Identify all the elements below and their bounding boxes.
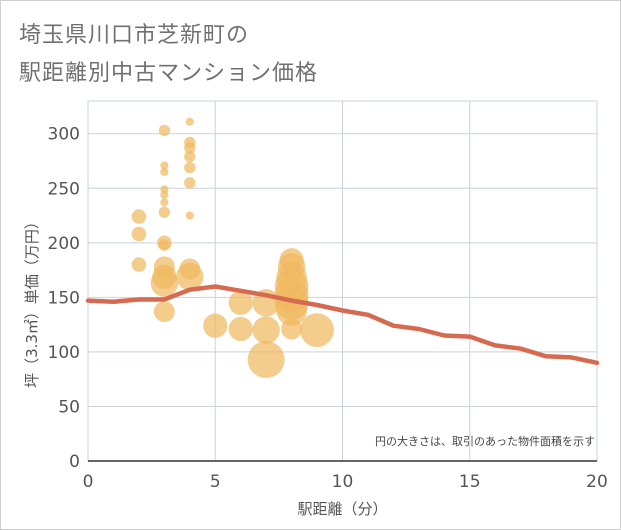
data-bubble <box>158 124 171 137</box>
data-bubble <box>160 167 169 177</box>
data-bubble <box>184 177 196 189</box>
data-bubble <box>203 313 228 338</box>
y-axis-label: 坪（3.3㎡）単価（万円） <box>23 214 41 388</box>
data-bubble <box>185 211 194 220</box>
data-bubble <box>131 257 147 272</box>
chart-title-line2: 駅距離別中古マンション価格 <box>19 61 319 86</box>
data-bubble <box>176 262 204 291</box>
data-bubble <box>131 209 147 224</box>
y-tick-label: 300 <box>48 125 80 145</box>
data-bubble <box>252 316 280 344</box>
data-bubble <box>281 318 303 340</box>
x-tick-label: 0 <box>83 472 94 492</box>
data-bubble <box>184 142 196 154</box>
x-axis-label: 駅距離（分） <box>297 500 387 518</box>
y-tick-label: 100 <box>48 343 80 363</box>
data-bubble <box>247 341 285 379</box>
data-bubble <box>153 301 175 323</box>
data-bubble <box>228 290 253 315</box>
bubble-size-note: 円の大きさは、取引のあった物件面積を示す <box>375 434 595 448</box>
data-bubble <box>185 117 194 126</box>
y-tick-label: 250 <box>48 179 80 199</box>
data-bubble <box>158 206 171 218</box>
x-tick-label: 20 <box>586 472 608 492</box>
chart-title-line1: 埼玉県川口市芝新町の <box>19 23 250 48</box>
data-bubble <box>160 198 169 207</box>
data-bubble <box>131 226 147 242</box>
x-tick-label: 5 <box>210 472 221 492</box>
data-bubble <box>150 269 179 297</box>
y-tick-label: 200 <box>48 234 80 254</box>
x-tick-label: 15 <box>459 472 481 492</box>
data-bubble <box>160 190 169 199</box>
trend-line <box>85 284 600 366</box>
data-bubble <box>184 150 196 163</box>
y-tick-label: 50 <box>58 397 80 417</box>
y-tick-label: 150 <box>48 288 80 308</box>
y-tick-label: 0 <box>69 452 80 472</box>
data-bubble <box>228 316 253 342</box>
data-bubble <box>160 161 169 170</box>
data-bubble <box>184 161 196 174</box>
data-bubble <box>158 239 171 251</box>
x-tick-label: 10 <box>332 472 354 492</box>
data-bubble <box>300 313 334 347</box>
